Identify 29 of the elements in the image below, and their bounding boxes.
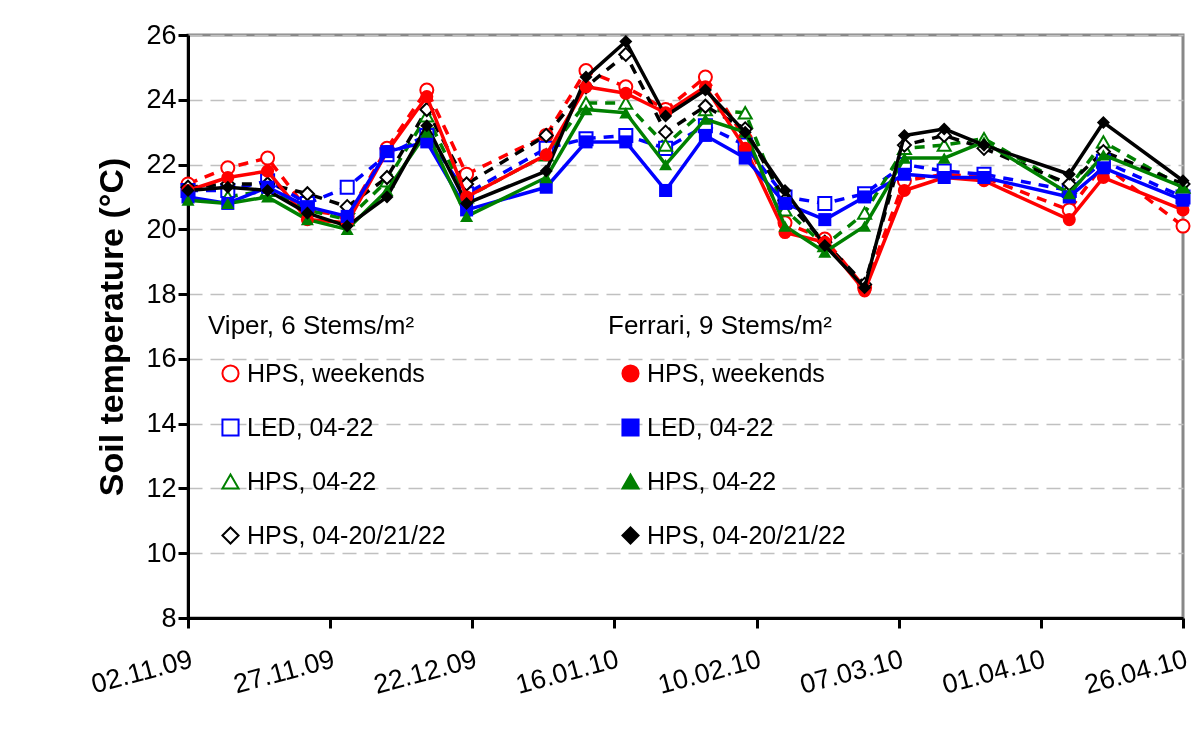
x-tick-label: 16.01.10 [512,643,622,700]
x-tick-label: 22.12.09 [370,643,480,700]
legend-label: HPS, 04-22 [247,466,377,495]
legend-label: HPS, 04-20/21/22 [647,520,846,549]
x-tick-label: 27.11.09 [230,643,338,700]
text: Ferrari, 9 Stems/m² [608,310,832,340]
y-tick-label: 22 [146,149,177,180]
legend-label: HPS, 04-22 [647,466,777,495]
y-tick-label: 20 [146,213,177,244]
legend-label: LED, 04-22 [647,412,774,441]
x-tick-label: 10.02.10 [654,643,765,700]
y-tick-label: 10 [146,537,177,568]
legend-label: HPS, 04-20/21/22 [247,520,446,549]
y-tick-label: 18 [146,278,177,309]
y-tick-label: 16 [146,343,177,374]
legend-label: HPS, weekends [247,358,425,387]
y-tick-label: 8 [161,602,177,633]
y-tick-label: 14 [146,408,177,439]
x-tick-label: 26.04.10 [1081,643,1191,700]
x-tick-label: 01.04.10 [939,643,1049,700]
legend-label: LED, 04-22 [247,412,374,441]
x-tick-label: 07.03.10 [796,643,907,700]
x-tick-label: 02.11.09 [88,643,196,700]
y-tick-label: 24 [146,84,177,115]
y-tick-label: 12 [146,472,177,503]
text: Viper, 6 Stems/m² [208,310,415,340]
y-tick-label: 26 [146,19,177,50]
y-axis-title: Soil temperature (°C) [92,157,131,497]
legend-label: HPS, weekends [647,358,825,387]
